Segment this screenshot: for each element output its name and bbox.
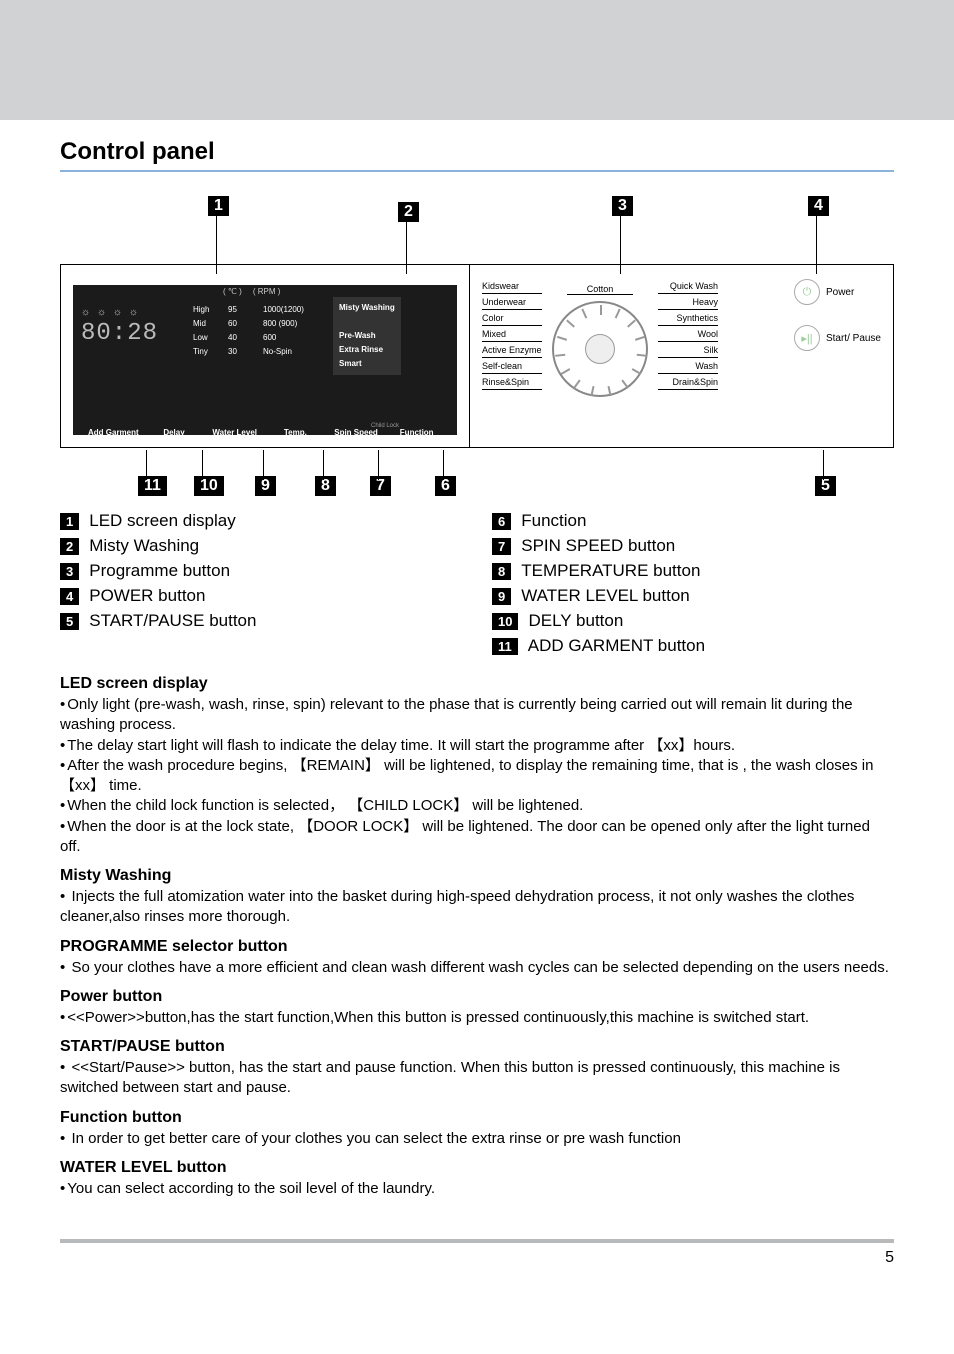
descriptions: LED screen display Only light (pre-wash,… <box>60 675 894 1199</box>
footer-rule <box>60 1239 894 1243</box>
callout-1: 1 <box>208 196 229 216</box>
callout-2: 2 <box>398 202 419 222</box>
callout-4: 4 <box>808 196 829 216</box>
programme-left-col: Kidswear Underwear Color Mixed Active En… <box>482 279 542 390</box>
level-col: High Mid Low Tiny <box>193 303 209 359</box>
legend-8: TEMPERATURE button <box>521 561 700 581</box>
callout-10: 10 <box>194 476 224 496</box>
func-col: Misty Washing Pre-Wash Extra Rinse Smart <box>333 297 401 375</box>
callout-3: 3 <box>612 196 633 216</box>
callout-7: 7 <box>370 476 391 496</box>
temp-unit: ( ℃ ) <box>223 287 242 296</box>
legend-6: Function <box>521 511 586 531</box>
legend-2: Misty Washing <box>89 536 199 556</box>
callout-11: 11 <box>138 476 167 496</box>
legend-5: START/PAUSE button <box>89 611 256 631</box>
legend: 1LED screen display 2Misty Washing 3Prog… <box>60 506 894 661</box>
page-number: 5 <box>60 1249 894 1267</box>
legend-10: DELY button <box>528 611 623 631</box>
programme-top: Cotton <box>567 284 634 295</box>
rpm-unit: ( RPM ) <box>253 287 281 296</box>
misty-heading: Misty Washing <box>60 867 894 885</box>
water-heading: WATER LEVEL button <box>60 1159 894 1177</box>
speed-col: 1000(1200) 800 (900) 600 No-Spin <box>263 303 304 359</box>
legend-1: LED screen display <box>89 511 235 531</box>
control-panel-figure: 1 2 3 4 ( ℃ ) ( RPM ) ☼ ☼ ☼ ☼ 80:28 <box>60 196 894 500</box>
legend-9: WATER LEVEL button <box>521 586 690 606</box>
power-button[interactable]: ⏻Power <box>794 279 881 305</box>
callout-5: 5 <box>815 476 836 496</box>
header-bar <box>0 0 954 120</box>
programme-dial[interactable] <box>552 301 648 397</box>
power-heading: Power button <box>60 988 894 1006</box>
title-rule <box>60 170 894 172</box>
legend-7: SPIN SPEED button <box>521 536 675 556</box>
func-heading: Function button <box>60 1109 894 1127</box>
panel-right-box: Kidswear Underwear Color Mixed Active En… <box>470 264 894 448</box>
legend-3: Programme button <box>89 561 230 581</box>
button-row: Add Garment Delay Water Level Temp. Spin… <box>81 428 449 437</box>
legend-11: ADD GARMENT button <box>528 636 705 656</box>
legend-4: POWER button <box>89 586 205 606</box>
programme-right-col: Quick Wash Heavy Synthetics Wool Silk Wa… <box>658 279 718 390</box>
callout-8: 8 <box>315 476 336 496</box>
callout-6: 6 <box>435 476 456 496</box>
panel-left-box: ( ℃ ) ( RPM ) ☼ ☼ ☼ ☼ 80:28 High Mid Low… <box>60 264 470 448</box>
callout-9: 9 <box>255 476 276 496</box>
page-title: Control panel <box>60 138 894 166</box>
temp-col: 95 60 40 30 <box>228 303 237 359</box>
prog-heading: PROGRAMME selector button <box>60 938 894 956</box>
start-heading: START/PAUSE button <box>60 1038 894 1056</box>
led-heading: LED screen display <box>60 675 894 693</box>
start-pause-button[interactable]: ▸||Start/ Pause <box>794 325 881 351</box>
